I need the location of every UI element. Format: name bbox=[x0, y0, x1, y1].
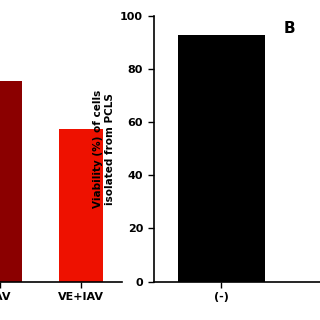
Bar bbox=[59, 130, 103, 282]
Bar bbox=[0, 81, 22, 282]
Y-axis label: Viability (%) of cells
isolated from PCLS: Viability (%) of cells isolated from PCL… bbox=[93, 90, 115, 208]
Text: B: B bbox=[284, 21, 295, 36]
Bar bbox=[178, 35, 265, 282]
